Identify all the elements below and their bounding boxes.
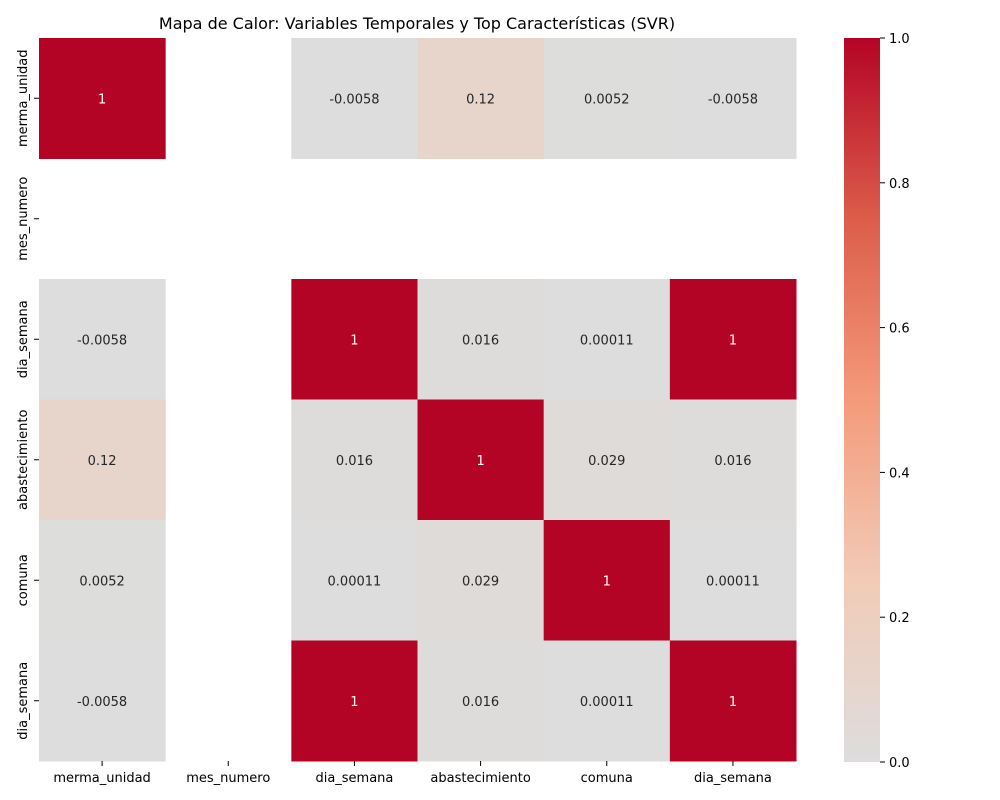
heatmap-cell — [417, 38, 545, 159]
cell-annotation: 1 — [476, 454, 484, 469]
cell-annotation: 0.00011 — [706, 574, 760, 589]
heatmap-cell — [669, 640, 797, 762]
x-tick-label: comuna — [581, 771, 633, 786]
cell-annotation: 0.00011 — [328, 574, 382, 589]
heatmap-cell — [543, 279, 671, 400]
heatmap-cell — [291, 520, 419, 641]
cell-annotation: 0.12 — [466, 92, 495, 107]
cell-annotation: 0.029 — [462, 574, 499, 589]
colorbar-tick-label: 0.8 — [889, 177, 910, 192]
cell-annotation: 0.00011 — [580, 333, 634, 348]
heatmap-cell — [543, 38, 671, 159]
y-tick-label: dia_semana — [16, 300, 31, 378]
cell-annotation: 1 — [98, 92, 106, 107]
heatmap-cells: 1 -0.0058 0.12 0.0052 -0.0058 -0.0058 1 0.016 0.… — [39, 38, 797, 762]
heatmap-cell — [417, 399, 545, 521]
colorbar-axis: 0.0 0.2 0.4 0.6 0.8 1.0 — [880, 32, 910, 771]
cell-annotation: 1 — [350, 333, 358, 348]
colorbar — [844, 38, 880, 762]
cell-annotation: 0.00011 — [580, 695, 634, 710]
heatmap-cell — [417, 520, 545, 641]
cell-annotation: 0.0052 — [79, 574, 125, 589]
x-tick-label: dia_semana — [694, 771, 772, 786]
y-tick-label: merma_unidad — [16, 50, 31, 147]
x-tick-label: abastecimiento — [430, 771, 530, 786]
cell-annotation: 1 — [603, 574, 611, 589]
y-tick-label: mes_numero — [16, 177, 31, 261]
cell-annotation: 1 — [729, 333, 737, 348]
cell-annotation: -0.0058 — [329, 92, 379, 107]
cell-annotation: 0.016 — [462, 695, 499, 710]
cell-annotation: 0.016 — [462, 333, 499, 348]
heatmap-cell — [39, 640, 166, 762]
x-tick-label: dia_semana — [315, 771, 393, 786]
heatmap-cell — [291, 279, 419, 400]
x-tick-label: mes_numero — [186, 771, 270, 786]
heatmap-cell — [669, 520, 797, 641]
heatmap-cell — [417, 640, 545, 762]
y-tick-label: abastecimiento — [16, 410, 31, 510]
colorbar-tick-label: 1.0 — [889, 32, 910, 47]
heatmap-cell — [39, 399, 166, 521]
cell-annotation: 1 — [729, 695, 737, 710]
cell-annotation: 0.016 — [714, 454, 751, 469]
colorbar-tick-label: 0.2 — [889, 611, 910, 626]
x-axis: merma_unidad mes_numero dia_semana abasteci… — [53, 761, 772, 786]
cell-annotation: 0.029 — [588, 454, 625, 469]
heatmap-cell — [543, 520, 671, 641]
y-axis: merma_unidad mes_numero dia_semana abasteci… — [16, 50, 39, 740]
heatmap-cell — [669, 399, 797, 521]
heatmap-cell — [669, 279, 797, 400]
heatmap-cell — [39, 520, 166, 641]
cell-annotation: -0.0058 — [77, 695, 127, 710]
heatmap-cell — [543, 399, 671, 521]
heatmap-cell — [417, 279, 545, 400]
cell-annotation: 1 — [350, 695, 358, 710]
colorbar-tick-label: 0.4 — [889, 466, 910, 481]
chart-title: Mapa de Calor: Variables Temporales y To… — [159, 14, 675, 33]
heatmap-cell — [39, 38, 166, 159]
y-tick-label: dia_semana — [16, 662, 31, 740]
x-tick-label: merma_unidad — [53, 771, 150, 786]
heatmap-cell — [291, 38, 419, 159]
heatmap-cell — [669, 38, 797, 159]
cell-annotation: 0.0052 — [584, 92, 630, 107]
heatmap-cell — [291, 399, 419, 521]
cell-annotation: 0.016 — [336, 454, 373, 469]
cell-annotation: 0.12 — [88, 454, 117, 469]
heatmap-cell — [39, 279, 166, 400]
cell-annotation: -0.0058 — [77, 333, 127, 348]
cell-annotation: -0.0058 — [708, 92, 758, 107]
colorbar-tick-label: 0.6 — [889, 322, 910, 337]
y-tick-label: comuna — [16, 554, 31, 606]
colorbar-tick-label: 0.0 — [889, 756, 910, 771]
heatmap-cell — [543, 640, 671, 762]
heatmap-cell — [291, 640, 419, 762]
